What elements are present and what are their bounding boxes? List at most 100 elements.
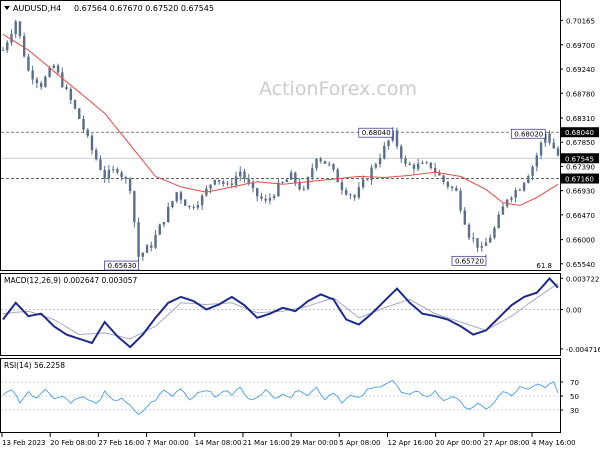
candle-body xyxy=(260,196,263,199)
candle-body xyxy=(340,182,344,191)
level-annotation-box xyxy=(104,260,139,271)
candle-body xyxy=(357,187,361,198)
rsi-y-tick-label: 50 xyxy=(570,393,579,401)
candle-body xyxy=(556,148,560,156)
x-tick-label: 29 Mar 00:00 xyxy=(291,439,338,447)
candle-body xyxy=(387,140,390,146)
level-annotation-label: 0.68020 xyxy=(514,130,543,138)
candle-body xyxy=(247,178,250,183)
macd-y-tick-label: 0.00 xyxy=(566,306,582,314)
candle-body xyxy=(472,237,475,239)
candle-body xyxy=(518,190,522,191)
candle-body xyxy=(281,181,284,183)
price-panel-frame xyxy=(0,0,561,271)
candle-body xyxy=(183,199,187,206)
candle-body xyxy=(535,155,539,167)
candle-body xyxy=(459,190,462,211)
rsi-y-tick-label: 30 xyxy=(570,407,579,415)
macd-layer: 0.003722 0.00 -0.004716 xyxy=(1,275,600,354)
rsi-title: RSI(14) 56.2258 xyxy=(4,361,65,370)
candle-body xyxy=(319,158,322,161)
candle-body xyxy=(311,168,314,178)
x-tick-label: 12 Apr 16:00 xyxy=(387,439,433,447)
candle-body xyxy=(522,182,526,191)
candle-body xyxy=(78,108,81,119)
candle-body xyxy=(268,197,272,201)
price-level-label: 0.68040 xyxy=(565,129,594,137)
candle-body xyxy=(192,206,195,208)
candle-body xyxy=(39,83,43,87)
candle-body xyxy=(306,177,310,189)
candle-body xyxy=(438,172,441,176)
price-y-tick-label: 0.69240 xyxy=(566,66,595,74)
candle-body xyxy=(400,146,403,159)
candle-body xyxy=(395,130,399,147)
candle-body xyxy=(552,142,555,149)
price-y-tick-label: 0.67850 xyxy=(566,139,595,147)
candle-body xyxy=(294,172,297,183)
x-tick-label: 20 Feb 08:00 xyxy=(50,439,96,447)
candle-body xyxy=(450,186,454,189)
candle-body xyxy=(480,245,483,248)
candle-body xyxy=(133,191,136,223)
level-annotation-label: 0.65720 xyxy=(455,257,484,265)
x-tick-label: 14 Mar 08:00 xyxy=(195,439,242,447)
candle-body xyxy=(408,163,411,165)
candle-body xyxy=(264,198,267,201)
candle-body xyxy=(239,171,242,177)
candle-body xyxy=(433,168,437,173)
price-y-tick-label: 0.69700 xyxy=(566,42,595,50)
x-tick-label: 27 Apr 08:00 xyxy=(484,439,530,447)
x-tick-label: 27 Feb 16:00 xyxy=(98,439,144,447)
candle-body xyxy=(514,190,517,198)
candle-body xyxy=(344,190,348,195)
rsi-layer: 70 50 30 xyxy=(1,379,579,415)
candle-body xyxy=(467,224,471,238)
x-tick-label: 7 Mar 00:00 xyxy=(147,439,189,447)
candle-body xyxy=(128,178,132,192)
candle-body xyxy=(107,169,111,179)
candle-body xyxy=(1,50,5,51)
watermark: ActionForex.com xyxy=(259,78,417,100)
level-annotation-box xyxy=(451,255,487,266)
x-tick-label: 4 May 16:00 xyxy=(532,439,576,447)
candle-body xyxy=(99,159,102,170)
candle-body xyxy=(442,175,445,182)
candle-body xyxy=(421,162,424,164)
candle-body xyxy=(226,183,229,185)
candle-body xyxy=(425,162,428,164)
price-y-tick-label: 0.67390 xyxy=(566,163,595,171)
candle-body xyxy=(154,234,157,248)
candle-body xyxy=(116,169,119,173)
candle-body xyxy=(370,167,373,180)
x-tick-label: 20 Apr 00:00 xyxy=(436,439,482,447)
candle-body xyxy=(361,179,365,188)
candle-body xyxy=(103,169,106,179)
candle-body xyxy=(366,179,369,181)
dropdown-triangle-icon[interactable] xyxy=(4,6,10,10)
candle-body xyxy=(323,160,327,164)
candle-body xyxy=(302,188,306,190)
candle-body xyxy=(22,36,26,57)
candle-body xyxy=(150,245,153,248)
candle-body xyxy=(315,158,318,169)
candle-body xyxy=(497,214,500,228)
candle-body xyxy=(65,86,68,89)
candle-body xyxy=(86,129,89,136)
candle-body xyxy=(111,169,115,170)
candle-body xyxy=(27,56,30,71)
price-y-tick-label: 0.66000 xyxy=(566,237,595,245)
candle-body xyxy=(332,163,335,170)
chart-header: AUDUSD,H4 0.67564 0.67670 0.67520 0.6754… xyxy=(4,4,214,13)
candle-body xyxy=(243,171,246,179)
level-annotation-label: 0.65630 xyxy=(108,262,137,270)
candle-body xyxy=(124,177,128,179)
candle-body xyxy=(493,227,496,238)
candle-body xyxy=(69,88,72,101)
macd-panel-frame xyxy=(0,273,561,356)
candle-body xyxy=(196,205,200,208)
candle-body xyxy=(145,245,149,253)
price-y-tick-label: 0.66470 xyxy=(566,212,595,220)
candle-body xyxy=(285,179,289,182)
candle-body xyxy=(463,210,466,225)
